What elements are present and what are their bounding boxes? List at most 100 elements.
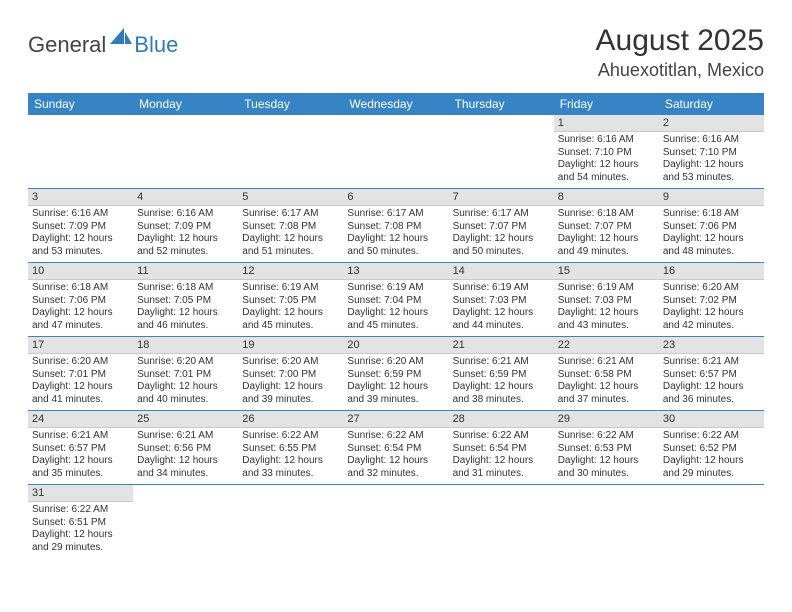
calendar-cell: 8Sunrise: 6:18 AMSunset: 7:07 PMDaylight… xyxy=(554,189,659,263)
day-details: Sunrise: 6:16 AMSunset: 7:10 PMDaylight:… xyxy=(554,132,659,188)
day-number: 9 xyxy=(659,189,764,206)
header: General Blue August 2025 Ahuexotitlan, M… xyxy=(28,24,764,81)
daylight-text: Daylight: 12 hours and 41 minutes. xyxy=(32,381,129,406)
calendar-cell: 13Sunrise: 6:19 AMSunset: 7:04 PMDayligh… xyxy=(343,263,448,337)
sunset-text: Sunset: 7:03 PM xyxy=(453,295,550,308)
daylight-text: Daylight: 12 hours and 30 minutes. xyxy=(558,455,655,480)
sunset-text: Sunset: 6:59 PM xyxy=(347,369,444,382)
calendar-cell: 20Sunrise: 6:20 AMSunset: 6:59 PMDayligh… xyxy=(343,337,448,411)
daylight-text: Daylight: 12 hours and 42 minutes. xyxy=(663,307,760,332)
daylight-text: Daylight: 12 hours and 50 minutes. xyxy=(347,233,444,258)
day-header: Monday xyxy=(133,93,238,115)
daylight-text: Daylight: 12 hours and 36 minutes. xyxy=(663,381,760,406)
calendar-cell xyxy=(28,115,133,189)
day-number: 8 xyxy=(554,189,659,206)
sunrise-text: Sunrise: 6:17 AM xyxy=(242,208,339,221)
day-details: Sunrise: 6:21 AMSunset: 6:57 PMDaylight:… xyxy=(28,428,133,484)
sunrise-text: Sunrise: 6:22 AM xyxy=(453,430,550,443)
sunset-text: Sunset: 7:00 PM xyxy=(242,369,339,382)
calendar-cell: 6 Sunrise: 6:17 AMSunset: 7:08 PMDaylight… xyxy=(343,189,448,263)
sunrise-text: Sunrise: 6:19 AM xyxy=(558,282,655,295)
day-number: 20 xyxy=(343,337,448,354)
sunrise-text: Sunrise: 6:22 AM xyxy=(347,430,444,443)
day-details: Sunrise: 6:16 AMSunset: 7:10 PMDaylight:… xyxy=(659,132,764,188)
logo-text-blue: Blue xyxy=(134,32,178,58)
daylight-text: Daylight: 12 hours and 53 minutes. xyxy=(663,159,760,184)
calendar-cell: 12Sunrise: 6:19 AMSunset: 7:05 PMDayligh… xyxy=(238,263,343,337)
calendar-cell: 30Sunrise: 6:22 AMSunset: 6:52 PMDayligh… xyxy=(659,411,764,485)
sunrise-text: Sunrise: 6:17 AM xyxy=(347,208,444,221)
day-number: 13 xyxy=(343,263,448,280)
day-details: Sunrise: 6:21 AMSunset: 6:58 PMDaylight:… xyxy=(554,354,659,410)
day-number: 6 xyxy=(343,189,448,206)
day-number: 21 xyxy=(449,337,554,354)
day-number: 18 xyxy=(133,337,238,354)
daylight-text: Daylight: 12 hours and 32 minutes. xyxy=(347,455,444,480)
calendar-row: 3Sunrise: 6:16 AMSunset: 7:09 PMDaylight… xyxy=(28,189,764,263)
day-number: 10 xyxy=(28,263,133,280)
day-number: 11 xyxy=(133,263,238,280)
calendar-row: 31Sunrise: 6:22 AMSunset: 6:51 PMDayligh… xyxy=(28,485,764,559)
sunset-text: Sunset: 7:01 PM xyxy=(32,369,129,382)
daylight-text: Daylight: 12 hours and 29 minutes. xyxy=(32,529,129,554)
sunset-text: Sunset: 7:08 PM xyxy=(347,221,444,234)
sunrise-text: Sunrise: 6:20 AM xyxy=(347,356,444,369)
calendar-cell: 18Sunrise: 6:20 AMSunset: 7:01 PMDayligh… xyxy=(133,337,238,411)
sunset-text: Sunset: 7:07 PM xyxy=(558,221,655,234)
sunrise-text: Sunrise: 6:16 AM xyxy=(137,208,234,221)
day-details: Sunrise: 6:18 AMSunset: 7:06 PMDaylight:… xyxy=(28,280,133,336)
sunset-text: Sunset: 6:51 PM xyxy=(32,517,129,530)
day-header: Saturday xyxy=(659,93,764,115)
sunrise-text: Sunrise: 6:16 AM xyxy=(32,208,129,221)
day-details: Sunrise: 6:19 AMSunset: 7:03 PMDaylight:… xyxy=(554,280,659,336)
day-details: Sunrise: 6:18 AMSunset: 7:06 PMDaylight:… xyxy=(659,206,764,262)
daylight-text: Daylight: 12 hours and 29 minutes. xyxy=(663,455,760,480)
day-details: Sunrise: 6:17 AMSunset: 7:08 PMDaylight:… xyxy=(238,206,343,262)
calendar-cell: 25Sunrise: 6:21 AMSunset: 6:56 PMDayligh… xyxy=(133,411,238,485)
sunrise-text: Sunrise: 6:22 AM xyxy=(32,504,129,517)
sunset-text: Sunset: 7:09 PM xyxy=(32,221,129,234)
sunrise-text: Sunrise: 6:20 AM xyxy=(32,356,129,369)
sunrise-text: Sunrise: 6:21 AM xyxy=(137,430,234,443)
day-number: 25 xyxy=(133,411,238,428)
day-details: Sunrise: 6:16 AMSunset: 7:09 PMDaylight:… xyxy=(133,206,238,262)
calendar-cell xyxy=(554,485,659,559)
calendar-cell: 24Sunrise: 6:21 AMSunset: 6:57 PMDayligh… xyxy=(28,411,133,485)
calendar-cell: 15Sunrise: 6:19 AMSunset: 7:03 PMDayligh… xyxy=(554,263,659,337)
daylight-text: Daylight: 12 hours and 53 minutes. xyxy=(32,233,129,258)
day-number: 19 xyxy=(238,337,343,354)
sunrise-text: Sunrise: 6:16 AM xyxy=(558,134,655,147)
day-number: 29 xyxy=(554,411,659,428)
logo-text-general: General xyxy=(28,32,106,58)
calendar-cell xyxy=(133,485,238,559)
day-details: Sunrise: 6:20 AMSunset: 7:01 PMDaylight:… xyxy=(28,354,133,410)
day-header: Friday xyxy=(554,93,659,115)
daylight-text: Daylight: 12 hours and 50 minutes. xyxy=(453,233,550,258)
calendar-cell: 2Sunrise: 6:16 AMSunset: 7:10 PMDaylight… xyxy=(659,115,764,189)
sunrise-text: Sunrise: 6:19 AM xyxy=(347,282,444,295)
calendar-cell: 22Sunrise: 6:21 AMSunset: 6:58 PMDayligh… xyxy=(554,337,659,411)
daylight-text: Daylight: 12 hours and 38 minutes. xyxy=(453,381,550,406)
calendar-cell: 7Sunrise: 6:17 AMSunset: 7:07 PMDaylight… xyxy=(449,189,554,263)
day-number: 2 xyxy=(659,115,764,132)
day-details: Sunrise: 6:17 AMSunset: 7:07 PMDaylight:… xyxy=(449,206,554,262)
day-number: 5 xyxy=(238,189,343,206)
sunset-text: Sunset: 6:56 PM xyxy=(137,443,234,456)
day-number: 26 xyxy=(238,411,343,428)
sunrise-text: Sunrise: 6:21 AM xyxy=(663,356,760,369)
daylight-text: Daylight: 12 hours and 45 minutes. xyxy=(242,307,339,332)
day-details: Sunrise: 6:21 AMSunset: 6:56 PMDaylight:… xyxy=(133,428,238,484)
day-header: Wednesday xyxy=(343,93,448,115)
day-number: 27 xyxy=(343,411,448,428)
day-details: Sunrise: 6:22 AMSunset: 6:54 PMDaylight:… xyxy=(449,428,554,484)
calendar: Sunday Monday Tuesday Wednesday Thursday… xyxy=(28,93,764,558)
sunset-text: Sunset: 6:54 PM xyxy=(347,443,444,456)
sunrise-text: Sunrise: 6:21 AM xyxy=(453,356,550,369)
daylight-text: Daylight: 12 hours and 47 minutes. xyxy=(32,307,129,332)
calendar-cell: 21Sunrise: 6:21 AMSunset: 6:59 PMDayligh… xyxy=(449,337,554,411)
logo: General Blue xyxy=(28,28,178,61)
calendar-cell xyxy=(659,485,764,559)
daylight-text: Daylight: 12 hours and 45 minutes. xyxy=(347,307,444,332)
day-header: Thursday xyxy=(449,93,554,115)
sunset-text: Sunset: 7:09 PM xyxy=(137,221,234,234)
